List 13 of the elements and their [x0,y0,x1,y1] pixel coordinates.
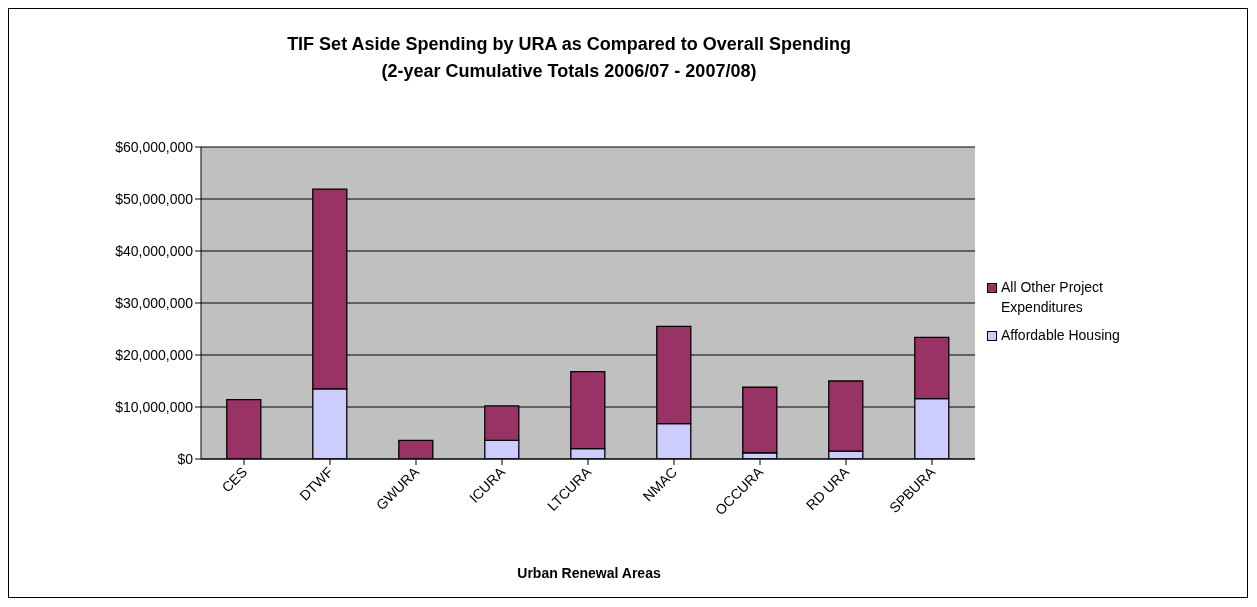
legend-label: Affordable Housing [1001,326,1121,345]
y-tick-label: $60,000,000 [115,138,194,155]
chart-title: TIF Set Aside Spending by URA as Compared to Overall Spending [286,33,852,56]
y-tick-label: $40,000,000 [115,242,194,259]
y-tick-label: $50,000,000 [115,190,194,207]
chart-subtitle: (2-year Cumulative Totals 2006/07 - 2007/08) [380,60,758,83]
y-tick-label: $30,000,000 [115,294,194,311]
x-tick-label: RD URA [802,463,853,514]
y-tick-label: $0 [177,450,194,467]
x-axis-title: Urban Renewal Areas [516,565,662,581]
y-tick-label: $20,000,000 [115,346,194,363]
legend-label: All Other Project Expenditures [1001,278,1104,317]
y-tick-label: $10,000,000 [115,398,194,415]
